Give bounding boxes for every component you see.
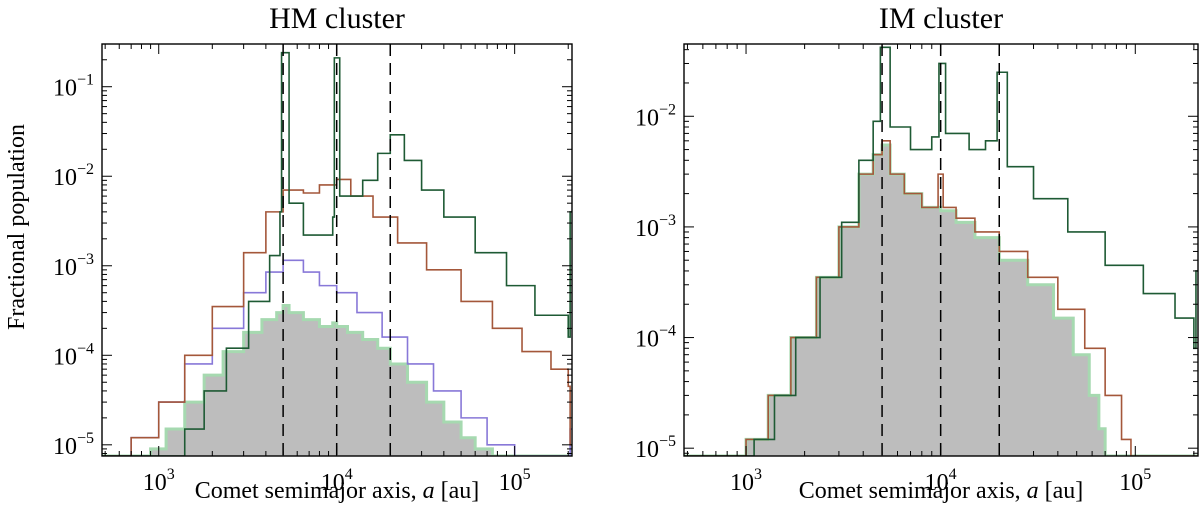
dark-green-distribution bbox=[102, 51, 572, 456]
y-tick-label: 10−5 bbox=[635, 433, 676, 463]
brown-distribution bbox=[102, 178, 572, 456]
y-tick-label: 10−3 bbox=[53, 251, 94, 281]
y-tick-label: 10−4 bbox=[53, 340, 94, 370]
y-axis-label: Fractional population bbox=[4, 124, 30, 330]
ticks bbox=[102, 44, 572, 456]
im-cluster-panel: 103 104 105 10−5 10−4 10−3 10−2 IM cluster Comet… bbox=[635, 2, 1199, 504]
x-tick-label: 104 bbox=[321, 466, 353, 496]
y-tick-label: 10−4 bbox=[635, 323, 676, 353]
gray-filled-distribution bbox=[102, 305, 572, 456]
purple-distribution bbox=[102, 259, 572, 456]
x-tick-label: 105 bbox=[499, 466, 531, 496]
y-tick-label: 10−2 bbox=[53, 161, 94, 191]
hm-cluster-panel: 103 104 105 10−5 10−4 10−3 10−2 10−1 HM cluster C… bbox=[53, 2, 573, 504]
y-tick-label: 10−5 bbox=[53, 430, 94, 460]
plot-area bbox=[684, 44, 1198, 456]
y-tick-label: 10−1 bbox=[53, 72, 94, 102]
panel-title: HM cluster bbox=[269, 2, 405, 35]
plot-area bbox=[102, 44, 572, 456]
panel-title: IM cluster bbox=[879, 2, 1003, 35]
ticks bbox=[684, 44, 1198, 456]
x-tick-label: 105 bbox=[1119, 466, 1151, 496]
x-axis-label: Comet semimajor axis, a [au] bbox=[799, 478, 1084, 504]
y-tick-label: 10−3 bbox=[635, 212, 676, 242]
x-tick-label: 104 bbox=[925, 466, 957, 496]
y-tick-label: 10−2 bbox=[635, 101, 676, 131]
x-tick-label: 103 bbox=[730, 466, 762, 496]
x-axis-label: Comet semimajor axis, a [au] bbox=[195, 478, 480, 504]
x-tick-label: 103 bbox=[143, 466, 175, 496]
